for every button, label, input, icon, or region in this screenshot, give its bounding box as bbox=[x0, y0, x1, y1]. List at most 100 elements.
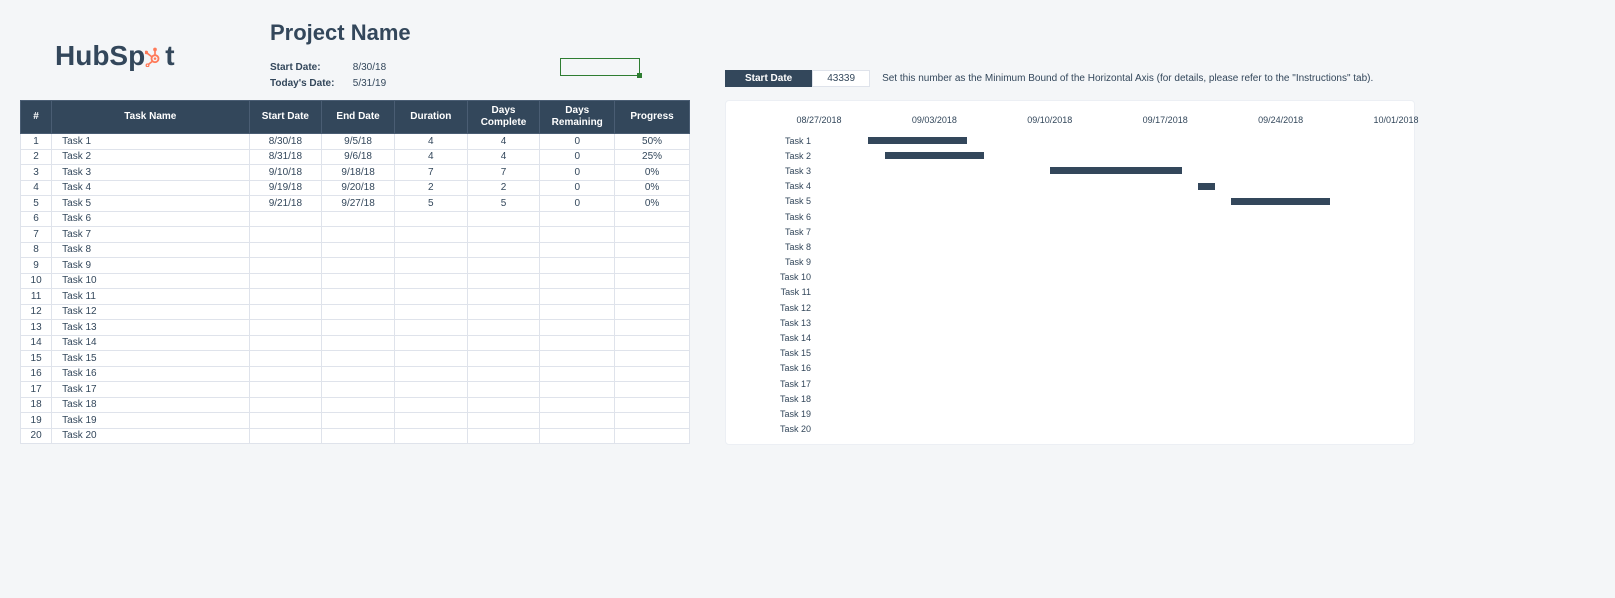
selected-cell[interactable] bbox=[560, 58, 640, 76]
cell-pr[interactable] bbox=[615, 242, 690, 258]
cell-dr[interactable] bbox=[540, 428, 615, 444]
cell-dc[interactable] bbox=[467, 242, 540, 258]
table-row[interactable]: 2Task 28/31/189/6/1844025% bbox=[21, 149, 690, 165]
cell-dur[interactable] bbox=[394, 289, 467, 305]
cell-dr[interactable] bbox=[540, 258, 615, 274]
cell-name[interactable]: Task 13 bbox=[52, 320, 249, 336]
cell-dur[interactable] bbox=[394, 227, 467, 243]
cell-start[interactable]: 9/19/18 bbox=[249, 180, 322, 196]
cell-idx[interactable]: 17 bbox=[21, 382, 52, 398]
cell-end[interactable] bbox=[322, 366, 395, 382]
cell-dur[interactable] bbox=[394, 397, 467, 413]
cell-idx[interactable]: 11 bbox=[21, 289, 52, 305]
cell-end[interactable]: 9/6/18 bbox=[322, 149, 395, 165]
cell-dur[interactable] bbox=[394, 335, 467, 351]
cell-dc[interactable] bbox=[467, 428, 540, 444]
cell-name[interactable]: Task 8 bbox=[52, 242, 249, 258]
cell-dc[interactable] bbox=[467, 397, 540, 413]
cell-dr[interactable] bbox=[540, 289, 615, 305]
cell-end[interactable] bbox=[322, 382, 395, 398]
cell-dc[interactable] bbox=[467, 304, 540, 320]
cell-idx[interactable]: 19 bbox=[21, 413, 52, 429]
cell-idx[interactable]: 5 bbox=[21, 196, 52, 212]
cell-start[interactable] bbox=[249, 428, 322, 444]
cell-pr[interactable]: 25% bbox=[615, 149, 690, 165]
cell-pr[interactable] bbox=[615, 428, 690, 444]
table-row[interactable]: 19Task 19 bbox=[21, 413, 690, 429]
cell-name[interactable]: Task 19 bbox=[52, 413, 249, 429]
cell-dr[interactable] bbox=[540, 366, 615, 382]
table-row[interactable]: 7Task 7 bbox=[21, 227, 690, 243]
cell-start[interactable] bbox=[249, 227, 322, 243]
cell-dc[interactable] bbox=[467, 289, 540, 305]
cell-dr[interactable]: 0 bbox=[540, 180, 615, 196]
cell-dr[interactable]: 0 bbox=[540, 134, 615, 150]
cell-name[interactable]: Task 11 bbox=[52, 289, 249, 305]
cell-start[interactable] bbox=[249, 335, 322, 351]
cell-dr[interactable]: 0 bbox=[540, 196, 615, 212]
table-row[interactable]: 13Task 13 bbox=[21, 320, 690, 336]
cell-idx[interactable]: 12 bbox=[21, 304, 52, 320]
cell-dr[interactable] bbox=[540, 335, 615, 351]
cell-dr[interactable] bbox=[540, 413, 615, 429]
table-row[interactable]: 16Task 16 bbox=[21, 366, 690, 382]
cell-name[interactable]: Task 1 bbox=[52, 134, 249, 150]
table-row[interactable]: 5Task 59/21/189/27/185500% bbox=[21, 196, 690, 212]
cell-end[interactable]: 9/18/18 bbox=[322, 165, 395, 181]
cell-name[interactable]: Task 6 bbox=[52, 211, 249, 227]
table-row[interactable]: 11Task 11 bbox=[21, 289, 690, 305]
cell-idx[interactable]: 3 bbox=[21, 165, 52, 181]
cell-dc[interactable] bbox=[467, 320, 540, 336]
table-row[interactable]: 20Task 20 bbox=[21, 428, 690, 444]
cell-idx[interactable]: 7 bbox=[21, 227, 52, 243]
cell-dc[interactable] bbox=[467, 211, 540, 227]
cell-idx[interactable]: 10 bbox=[21, 273, 52, 289]
cell-end[interactable] bbox=[322, 335, 395, 351]
cell-dur[interactable]: 4 bbox=[394, 134, 467, 150]
cell-name[interactable]: Task 4 bbox=[52, 180, 249, 196]
cell-dur[interactable] bbox=[394, 258, 467, 274]
cell-dr[interactable] bbox=[540, 320, 615, 336]
cell-idx[interactable]: 4 bbox=[21, 180, 52, 196]
cell-dr[interactable] bbox=[540, 211, 615, 227]
cell-end[interactable] bbox=[322, 289, 395, 305]
cell-dur[interactable] bbox=[394, 273, 467, 289]
cell-end[interactable] bbox=[322, 227, 395, 243]
table-row[interactable]: 9Task 9 bbox=[21, 258, 690, 274]
cell-name[interactable]: Task 5 bbox=[52, 196, 249, 212]
cell-name[interactable]: Task 16 bbox=[52, 366, 249, 382]
cell-name[interactable]: Task 10 bbox=[52, 273, 249, 289]
cell-dc[interactable] bbox=[467, 273, 540, 289]
table-row[interactable]: 8Task 8 bbox=[21, 242, 690, 258]
cell-start[interactable] bbox=[249, 382, 322, 398]
start-date-value[interactable]: 8/30/18 bbox=[353, 60, 413, 76]
cell-start[interactable]: 8/31/18 bbox=[249, 149, 322, 165]
cell-idx[interactable]: 2 bbox=[21, 149, 52, 165]
cell-dc[interactable]: 7 bbox=[467, 165, 540, 181]
cell-name[interactable]: Task 9 bbox=[52, 258, 249, 274]
cell-end[interactable] bbox=[322, 397, 395, 413]
cell-name[interactable]: Task 7 bbox=[52, 227, 249, 243]
cell-idx[interactable]: 20 bbox=[21, 428, 52, 444]
cell-dr[interactable]: 0 bbox=[540, 149, 615, 165]
tasks-table[interactable]: # Task Name Start Date End Date Duration… bbox=[20, 100, 690, 444]
cell-start[interactable]: 8/30/18 bbox=[249, 134, 322, 150]
cell-pr[interactable] bbox=[615, 273, 690, 289]
cell-name[interactable]: Task 15 bbox=[52, 351, 249, 367]
cell-end[interactable] bbox=[322, 242, 395, 258]
cell-pr[interactable] bbox=[615, 397, 690, 413]
cell-end[interactable] bbox=[322, 304, 395, 320]
cell-dc[interactable] bbox=[467, 366, 540, 382]
cell-name[interactable]: Task 18 bbox=[52, 397, 249, 413]
cell-start[interactable] bbox=[249, 289, 322, 305]
table-row[interactable]: 15Task 15 bbox=[21, 351, 690, 367]
cell-dc[interactable] bbox=[467, 335, 540, 351]
cell-name[interactable]: Task 2 bbox=[52, 149, 249, 165]
page-title[interactable]: Project Name bbox=[270, 20, 411, 46]
axis-min-value[interactable]: 43339 bbox=[812, 70, 870, 87]
cell-dc[interactable]: 4 bbox=[467, 134, 540, 150]
cell-idx[interactable]: 18 bbox=[21, 397, 52, 413]
cell-idx[interactable]: 1 bbox=[21, 134, 52, 150]
cell-pr[interactable]: 0% bbox=[615, 165, 690, 181]
cell-start[interactable] bbox=[249, 211, 322, 227]
